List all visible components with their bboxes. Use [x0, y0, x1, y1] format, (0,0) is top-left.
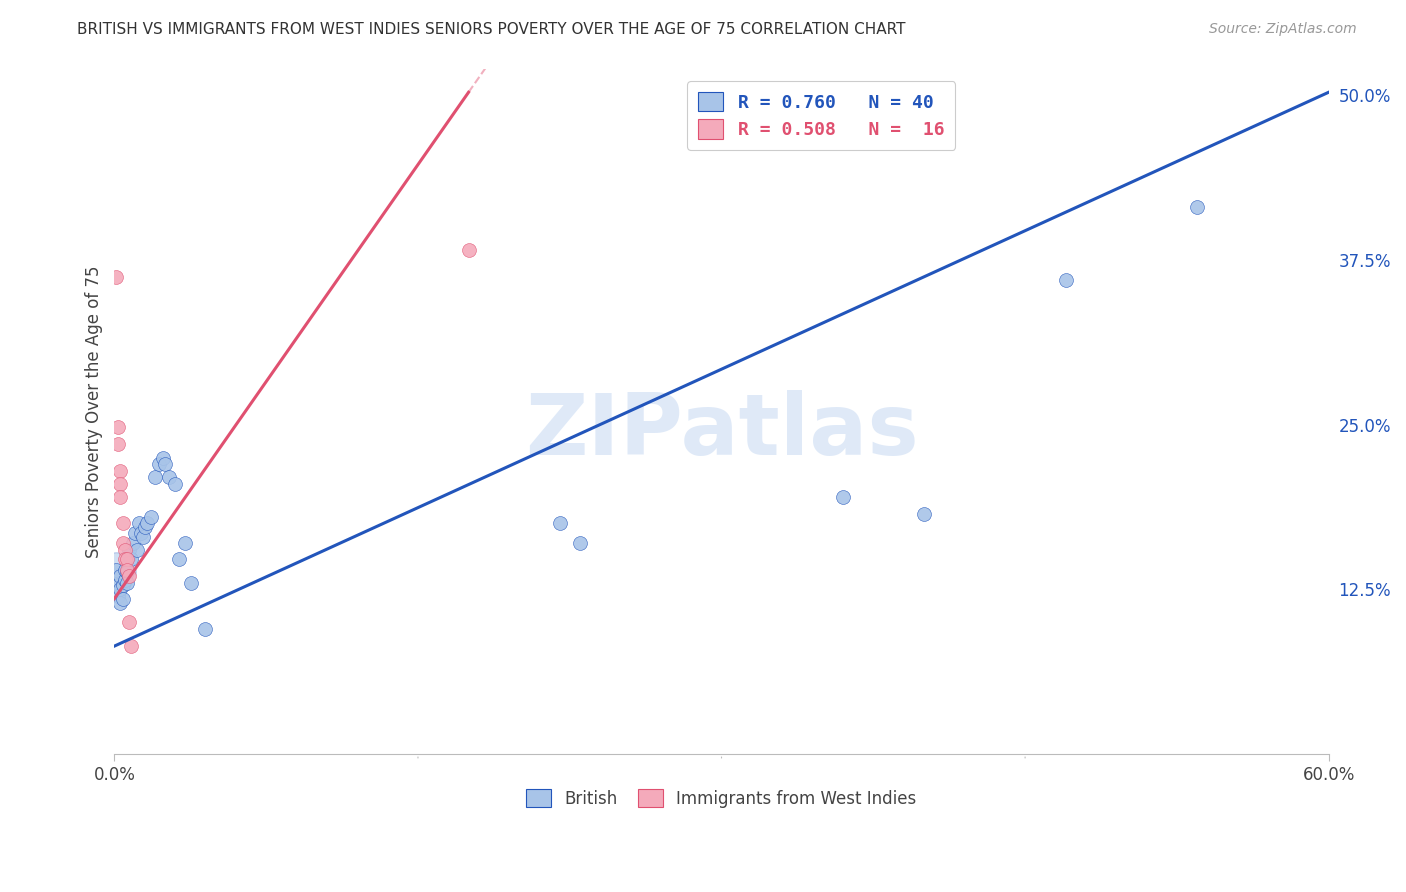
- Point: [134, 520, 156, 534]
- Point: [139, 509, 162, 524]
- Point: [114, 552, 136, 566]
- Point: [111, 536, 134, 550]
- Point: [110, 490, 132, 504]
- Point: [194, 622, 217, 636]
- Point: [1185, 200, 1208, 214]
- Point: [174, 536, 197, 550]
- Text: Source: ZipAtlas.com: Source: ZipAtlas.com: [1209, 22, 1357, 37]
- Point: [548, 516, 571, 531]
- Point: [105, 269, 128, 284]
- Point: [105, 563, 128, 577]
- Point: [115, 563, 138, 577]
- Point: [114, 542, 136, 557]
- Point: [129, 525, 152, 540]
- Point: [115, 575, 138, 590]
- Point: [143, 470, 166, 484]
- Point: [110, 596, 132, 610]
- Point: [107, 437, 129, 451]
- Point: [107, 578, 129, 592]
- Point: [135, 516, 157, 531]
- Y-axis label: Seniors Poverty Over the Age of 75: Seniors Poverty Over the Age of 75: [86, 265, 103, 558]
- Point: [120, 552, 142, 566]
- Point: [107, 420, 129, 434]
- Point: [121, 536, 143, 550]
- Point: [111, 591, 134, 606]
- Point: [152, 450, 174, 465]
- Point: [132, 530, 155, 544]
- Point: [117, 549, 139, 564]
- Point: [110, 476, 132, 491]
- Point: [125, 542, 148, 557]
- Point: [115, 566, 138, 580]
- Point: [1054, 272, 1077, 286]
- Text: ZIPatlas: ZIPatlas: [524, 391, 918, 474]
- Point: [117, 615, 139, 630]
- Point: [568, 536, 591, 550]
- Point: [120, 639, 142, 653]
- Point: [114, 573, 136, 587]
- Point: [110, 582, 132, 597]
- Point: [114, 563, 136, 577]
- Point: [457, 244, 479, 258]
- Point: [157, 470, 180, 484]
- Point: [117, 569, 139, 583]
- Point: [180, 575, 202, 590]
- Legend: British, Immigrants from West Indies: British, Immigrants from West Indies: [520, 782, 924, 814]
- Point: [124, 525, 146, 540]
- Point: [110, 569, 132, 583]
- Point: [111, 516, 134, 531]
- Point: [107, 589, 129, 603]
- Point: [912, 507, 935, 521]
- Point: [115, 552, 138, 566]
- Point: [117, 542, 139, 557]
- Point: [167, 552, 190, 566]
- Point: [832, 490, 855, 504]
- Point: [148, 457, 170, 471]
- Point: [165, 476, 187, 491]
- Point: [110, 464, 132, 478]
- Point: [153, 457, 176, 471]
- Point: [128, 516, 150, 531]
- Point: [105, 566, 128, 580]
- Text: BRITISH VS IMMIGRANTS FROM WEST INDIES SENIORS POVERTY OVER THE AGE OF 75 CORREL: BRITISH VS IMMIGRANTS FROM WEST INDIES S…: [77, 22, 905, 37]
- Point: [111, 578, 134, 592]
